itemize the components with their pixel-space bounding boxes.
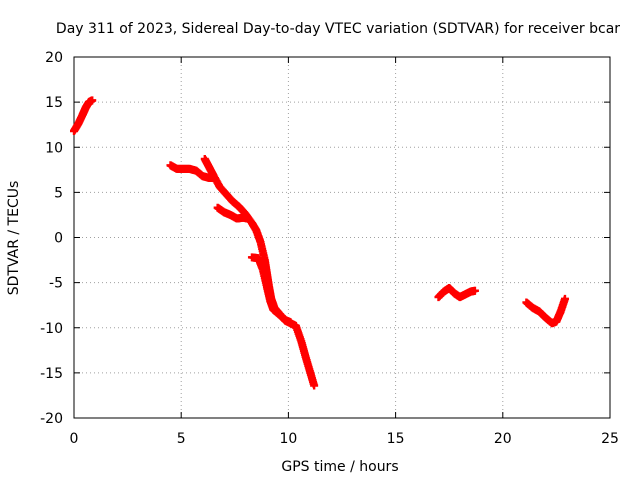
y-tick-label: 0 [54, 231, 63, 247]
x-tick-label: 25 [601, 431, 619, 447]
data-point [310, 381, 319, 390]
series-arc-5 [247, 253, 295, 327]
data-point [470, 286, 479, 295]
x-axis-ticks: 0 5 10 15 20 25 [70, 57, 619, 447]
y-tick-label: 15 [45, 95, 63, 111]
grid-lines [74, 57, 610, 418]
y-tick-label: 10 [45, 140, 63, 156]
x-axis-label: GPS time / hours [281, 459, 398, 475]
y-axis-label: SDTVAR / TECUs [6, 181, 22, 296]
data-points [70, 96, 569, 390]
y-tick-label: 20 [45, 50, 63, 66]
x-tick-label: 10 [279, 431, 297, 447]
y-tick-label: -10 [40, 321, 63, 337]
data-point [286, 318, 295, 327]
data-point [243, 214, 252, 223]
y-tick-label: -15 [40, 366, 63, 382]
series-arc-4 [213, 203, 252, 223]
x-tick-label: 0 [70, 431, 79, 447]
series-arc-6 [434, 284, 479, 302]
data-point [88, 96, 97, 105]
series-arc-7 [522, 294, 569, 328]
y-axis-ticks: -20 -15 -10 -5 0 5 10 15 20 [40, 50, 610, 427]
x-tick-label: 5 [177, 431, 186, 447]
chart-title: Day 311 of 2023, Sidereal Day-to-day VTE… [56, 21, 620, 37]
data-point [560, 294, 569, 303]
x-tick-label: 15 [387, 431, 405, 447]
y-tick-label: 5 [54, 185, 63, 201]
x-tick-label: 20 [494, 431, 512, 447]
y-tick-label: -5 [49, 276, 63, 292]
series-arc-1 [70, 96, 97, 136]
y-tick-label: -20 [40, 411, 63, 427]
